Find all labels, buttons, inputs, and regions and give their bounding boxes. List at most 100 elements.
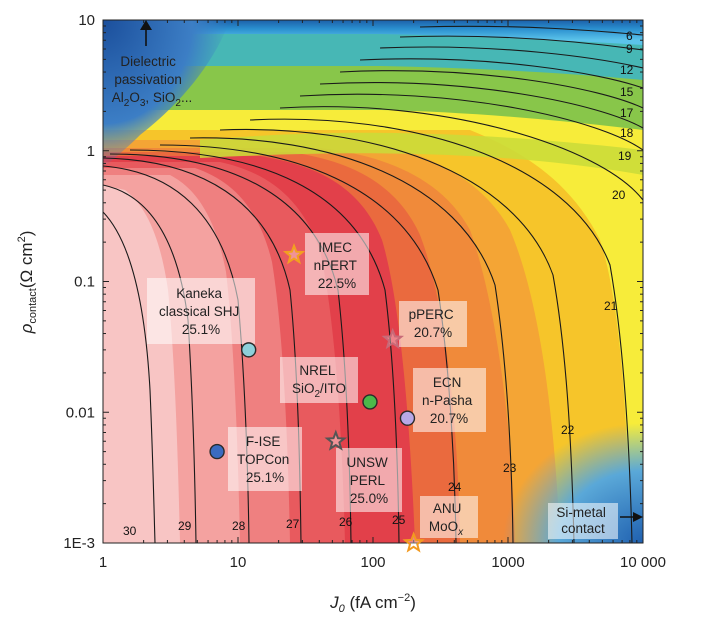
label-box-nrel: [280, 357, 358, 403]
contour-line-20: [279, 106, 643, 201]
point-label-ecn-line2: n-Pasha: [422, 393, 473, 408]
label-box-unsw: [336, 448, 402, 512]
contour-label-24: 24: [448, 480, 462, 494]
contour-label-25: 25: [392, 513, 406, 527]
point-label-unsw-line3: 25.0%: [350, 491, 388, 506]
contour-line-12: [379, 46, 643, 69]
contour-label-15: 15: [620, 85, 634, 99]
contour-line-23: [189, 137, 514, 543]
tick-marks: [102, 19, 644, 544]
band-blue: [103, 20, 643, 45]
contour-line-15: [359, 58, 643, 89]
point-label-imec-line1: IMEC: [318, 240, 352, 255]
y-tick-label: 0.1: [74, 274, 95, 291]
contour-label-21: 21: [604, 299, 618, 313]
si-metal-line2: contact: [561, 521, 605, 536]
point-label-fise-line3: 25.1%: [246, 470, 284, 485]
contour-label-17: 17: [620, 106, 634, 120]
contour-label-12: 12: [620, 63, 634, 77]
contour-line-21: [249, 118, 633, 543]
contour-line-24: [159, 144, 457, 543]
data-point-ecn-n-pasha: [399, 410, 416, 426]
contour-label-22: 22: [561, 423, 575, 437]
point-label-ecn-line3: 20.7%: [430, 411, 468, 426]
point-label-kaneka-line2: classical SHJ: [159, 304, 239, 319]
y-tick-label: 1: [87, 143, 95, 160]
point-label-kaneka-line1: Kaneka: [176, 286, 222, 301]
point-label-fise-line2: TOPCon: [237, 452, 289, 467]
point-label-anu: ANU MoOx: [429, 501, 465, 538]
contour-label-28: 28: [232, 519, 246, 533]
point-labels: Kaneka classical SHJ 25.1% IMEC nPERT 22…: [159, 240, 476, 538]
data-point-f-ise-topcon: [209, 443, 225, 460]
data-point-unsw-perl: [324, 429, 348, 451]
point-label-kaneka: Kaneka classical SHJ 25.1%: [159, 286, 243, 337]
dielectric-line1: Dielectric: [120, 54, 176, 69]
label-box-fise: [228, 427, 302, 491]
dielectric-arrow-head: [140, 20, 152, 30]
y-tick-label: 0.01: [66, 404, 95, 421]
contour-line-22: [219, 128, 575, 543]
data-point-imec-npert: [282, 242, 306, 265]
point-label-unsw: UNSW PERL 25.0%: [346, 455, 391, 506]
point-label-nrel-line1: NREL: [299, 363, 336, 378]
point-label-ecn: ECN n-Pasha 20.7%: [422, 375, 476, 426]
band-light-pink: [103, 185, 180, 543]
point-label-boxes: [147, 233, 618, 539]
point-label-nrel: NREL SiO2/ITO: [292, 363, 346, 400]
dielectric-annotation: Dielectric passivation Al2O3, SiO2...: [112, 20, 193, 109]
point-label-fise-line1: F-ISE: [246, 434, 281, 449]
contour-label-18: 18: [620, 126, 634, 140]
point-label-imec: IMEC nPERT 22.5%: [314, 240, 361, 291]
contour-line-17: [339, 70, 643, 109]
point-label-pperc-line1: pPERC: [409, 307, 454, 322]
dielectric-region: [103, 20, 230, 168]
data-point-pperc: [381, 327, 404, 350]
label-box-kaneka: [147, 278, 255, 344]
contour-label-26: 26: [339, 515, 353, 529]
point-label-anu-line1: ANU: [433, 501, 462, 516]
contour-label-6: 6: [626, 29, 633, 43]
point-label-imec-line2: nPERT: [314, 258, 357, 273]
point-label-kaneka-line3: 25.1%: [182, 322, 220, 337]
contour-label-23: 23: [503, 461, 517, 475]
si-metal-annotation: Si-metal contact: [556, 505, 643, 536]
data-point-markers: [209, 242, 425, 553]
si-metal-label: Si-metal contact: [556, 505, 609, 536]
contour-line-30: [103, 211, 156, 543]
dielectric-label: Dielectric passivation Al2O3, SiO2...: [112, 54, 193, 109]
contour-label-27: 27: [286, 517, 300, 531]
label-box-ecn: [413, 368, 486, 432]
si-metal-arrow-head: [633, 512, 643, 522]
y-tick-label: 1E-3: [63, 535, 95, 552]
contour-label-19: 19: [618, 149, 632, 163]
contour-line-19: [299, 93, 643, 151]
contour-line-6: [419, 25, 643, 36]
y-axis-title: ρcontact(Ω cm2): [16, 231, 39, 335]
label-box-si-metal: [548, 503, 618, 539]
contour-line-9: [399, 35, 643, 51]
data-point-kaneka-classical-shj: [240, 342, 257, 358]
contour-label-20: 20: [612, 188, 626, 202]
x-tick-label: 100: [360, 554, 385, 571]
y-tick-labels: 10 1 0.1 0.01 1E-3: [63, 12, 95, 552]
x-tick-labels: 1 10 100 1000 10 000: [99, 554, 666, 571]
point-label-anu-line2: MoOx: [429, 519, 464, 538]
x-axis-title: J0 (fA cm−2): [329, 592, 416, 615]
label-box-anu: [420, 496, 478, 538]
dielectric-line3: Al2O3, SiO2...: [112, 90, 193, 109]
label-box-pperc: [399, 301, 467, 347]
x-tick-label: 10 000: [620, 554, 666, 571]
point-label-ecn-line1: ECN: [433, 375, 462, 390]
label-box-imec: [305, 233, 369, 295]
y-tick-label: 10: [78, 12, 95, 29]
point-label-fise: F-ISE TOPCon 25.1%: [237, 434, 293, 485]
contour-label-30: 30: [123, 524, 137, 538]
point-label-pperc: pPERC 20.7%: [409, 307, 458, 340]
x-tick-label: 10: [230, 554, 247, 571]
x-tick-label: 1000: [491, 554, 524, 571]
band-green-lightgreen: [200, 132, 643, 175]
x-tick-label: 1: [99, 554, 107, 571]
dielectric-line2: passivation: [114, 72, 182, 87]
